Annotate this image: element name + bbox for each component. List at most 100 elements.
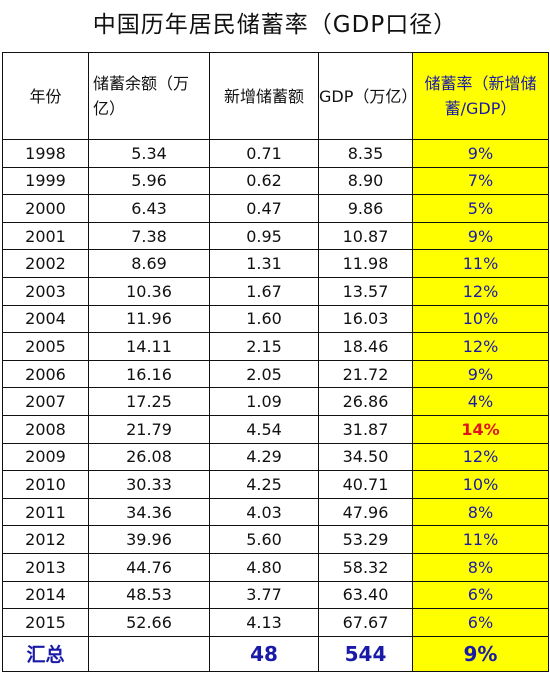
cell-rate: 10%: [412, 304, 549, 334]
cell-year: 2010: [2, 470, 89, 499]
cell-balance: 34.36: [88, 497, 210, 527]
cell-gdp: 21.72: [318, 359, 413, 389]
cell-balance: 21.79: [88, 414, 210, 444]
cell-year: 2008: [2, 414, 89, 444]
cell-rate: 9%: [412, 221, 549, 251]
table-row: 2015 52.66 4.13 67.67 6%: [2, 608, 549, 637]
cell-balance: 5.34: [88, 139, 210, 168]
table-body: 1998 5.34 0.71 8.35 9% 1999 5.96 0.62 8.90 7% 2000…: [2, 139, 549, 637]
cell-rate: 9%: [412, 139, 549, 168]
cell-balance: 7.38: [88, 221, 210, 251]
cell-new-savings: 0.47: [209, 194, 319, 223]
cell-balance: 48.53: [88, 580, 210, 610]
table-row: 2005 14.11 2.15 18.46 12%: [2, 332, 549, 361]
cell-balance: 10.36: [88, 276, 210, 306]
table-row: 1998 5.34 0.71 8.35 9%: [2, 139, 549, 168]
table-row: 2002 8.69 1.31 11.98 11%: [2, 249, 549, 278]
cell-gdp: 11.98: [318, 249, 413, 278]
cell-new-savings: 4.80: [209, 552, 319, 582]
cell-new-savings: 2.05: [209, 359, 319, 389]
cell-year: 2012: [2, 525, 89, 554]
cell-new-savings: 1.60: [209, 304, 319, 334]
cell-year: 2013: [2, 552, 89, 582]
cell-new-savings: 3.77: [209, 580, 319, 610]
total-rate: 9%: [412, 635, 549, 672]
cell-year: 2007: [2, 387, 89, 416]
header-new-savings: 新增储蓄额: [209, 52, 319, 140]
table-row: 2001 7.38 0.95 10.87 9%: [2, 221, 549, 251]
cell-balance: 26.08: [88, 442, 210, 472]
cell-balance: 11.96: [88, 304, 210, 334]
header-savings-rate: 储蓄率（新增储蓄/GDP）: [412, 52, 549, 140]
total-label: 汇总: [2, 635, 89, 672]
cell-rate: 4%: [412, 387, 549, 416]
header-balance: 储蓄余额（万亿）: [88, 52, 210, 140]
table-row: 2004 11.96 1.60 16.03 10%: [2, 304, 549, 334]
cell-gdp: 53.29: [318, 525, 413, 554]
table-row: 2006 16.16 2.05 21.72 9%: [2, 359, 549, 389]
total-gdp: 544: [318, 635, 413, 672]
table-row: 2012 39.96 5.60 53.29 11%: [2, 525, 549, 554]
cell-rate: 11%: [412, 525, 549, 554]
cell-balance: 44.76: [88, 552, 210, 582]
table-row: 2008 21.79 4.54 31.87 14%: [2, 414, 549, 444]
cell-year: 2004: [2, 304, 89, 334]
cell-balance: 16.16: [88, 359, 210, 389]
cell-balance: 30.33: [88, 470, 210, 499]
cell-rate: 8%: [412, 552, 549, 582]
cell-gdp: 13.57: [318, 276, 413, 306]
table-row: 2011 34.36 4.03 47.96 8%: [2, 497, 549, 527]
cell-year: 2005: [2, 332, 89, 361]
cell-rate: 6%: [412, 580, 549, 610]
cell-year: 2015: [2, 608, 89, 637]
cell-gdp: 63.40: [318, 580, 413, 610]
cell-year: 2001: [2, 221, 89, 251]
table-row: 2014 48.53 3.77 63.40 6%: [2, 580, 549, 610]
cell-gdp: 58.32: [318, 552, 413, 582]
table-row: 2000 6.43 0.47 9.86 5%: [2, 194, 549, 223]
cell-gdp: 34.50: [318, 442, 413, 472]
table-header-row: 年份 储蓄余额（万亿） 新增储蓄额 GDP（万亿） 储蓄率（新增储蓄/GDP）: [2, 52, 549, 140]
cell-gdp: 10.87: [318, 221, 413, 251]
cell-new-savings: 0.62: [209, 166, 319, 196]
cell-balance: 14.11: [88, 332, 210, 361]
cell-rate: 5%: [412, 194, 549, 223]
table-row: 2010 30.33 4.25 40.71 10%: [2, 470, 549, 499]
cell-rate: 8%: [412, 497, 549, 527]
total-new-savings: 48: [209, 635, 319, 672]
savings-rate-table: 年份 储蓄余额（万亿） 新增储蓄额 GDP（万亿） 储蓄率（新增储蓄/GDP） …: [2, 52, 549, 672]
table-row: 2007 17.25 1.09 26.86 4%: [2, 387, 549, 416]
cell-gdp: 18.46: [318, 332, 413, 361]
cell-rate: 11%: [412, 249, 549, 278]
cell-rate: 6%: [412, 608, 549, 637]
cell-new-savings: 4.54: [209, 414, 319, 444]
cell-gdp: 40.71: [318, 470, 413, 499]
cell-new-savings: 4.13: [209, 608, 319, 637]
cell-year: 2011: [2, 497, 89, 527]
cell-gdp: 26.86: [318, 387, 413, 416]
cell-year: 1998: [2, 139, 89, 168]
header-gdp: GDP（万亿）: [318, 52, 417, 140]
cell-balance: 8.69: [88, 249, 210, 278]
cell-gdp: 9.86: [318, 194, 413, 223]
cell-gdp: 16.03: [318, 304, 413, 334]
cell-new-savings: 2.15: [209, 332, 319, 361]
page-title: 中国历年居民储蓄率（GDP口径）: [92, 12, 458, 38]
cell-year: 1999: [2, 166, 89, 196]
cell-balance: 6.43: [88, 194, 210, 223]
cell-new-savings: 5.60: [209, 525, 319, 554]
cell-new-savings: 0.95: [209, 221, 319, 251]
cell-year: 2014: [2, 580, 89, 610]
cell-balance: 52.66: [88, 608, 210, 637]
cell-rate: 9%: [412, 359, 549, 389]
cell-gdp: 31.87: [318, 414, 413, 444]
cell-gdp: 8.35: [318, 139, 413, 168]
cell-gdp: 47.96: [318, 497, 413, 527]
cell-year: 2003: [2, 276, 89, 306]
cell-rate: 12%: [412, 276, 549, 306]
cell-new-savings: 1.67: [209, 276, 319, 306]
cell-year: 2006: [2, 359, 89, 389]
cell-new-savings: 4.29: [209, 442, 319, 472]
cell-rate: 14%: [412, 414, 549, 444]
total-row: 汇总 48 544 9%: [2, 635, 549, 672]
